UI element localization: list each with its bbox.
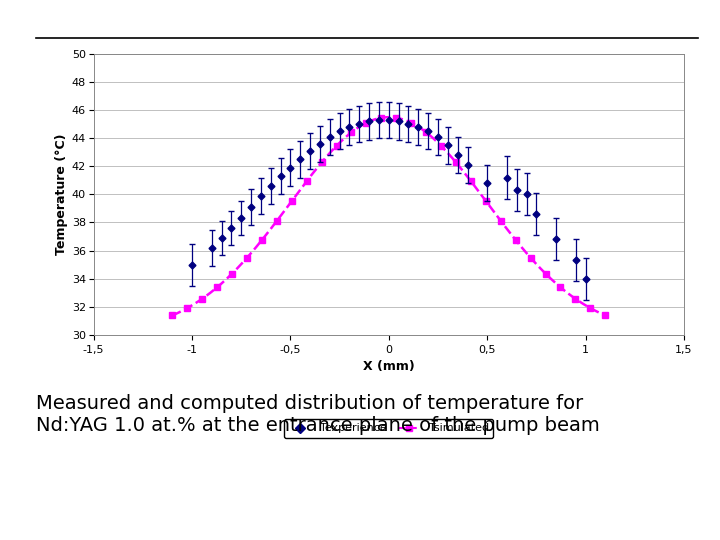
Text: Measured and computed distribution of temperature for
Nd:YAG 1.0 at.% at the ent: Measured and computed distribution of te… bbox=[36, 394, 600, 435]
X-axis label: X (mm): X (mm) bbox=[363, 360, 415, 373]
Legend: Texperience, Tsimulated: Texperience, Tsimulated bbox=[284, 419, 493, 438]
Y-axis label: Temperature (°C): Temperature (°C) bbox=[55, 133, 68, 255]
